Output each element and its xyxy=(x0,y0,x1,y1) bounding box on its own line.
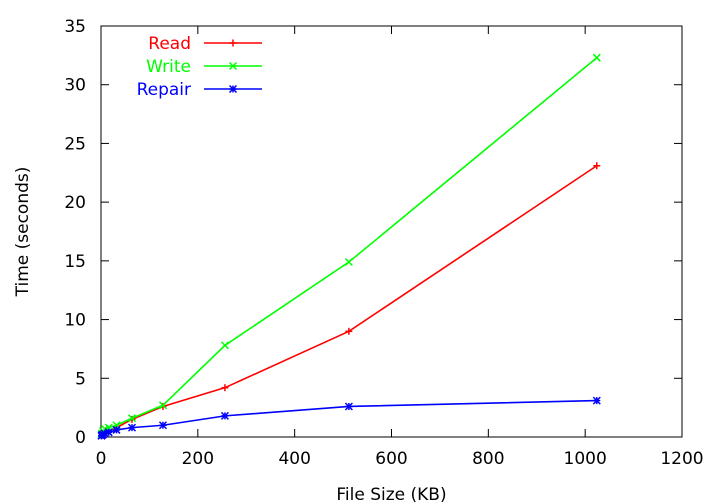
read-series-line xyxy=(100,165,598,437)
x-tick-label: 800 xyxy=(472,449,504,469)
series-repair xyxy=(97,396,601,440)
y-tick-label: 5 xyxy=(75,369,86,389)
y-tick-label: 10 xyxy=(64,311,86,331)
x-tick-label: 600 xyxy=(375,449,407,469)
legend-item-read: Read xyxy=(148,34,262,54)
repair-data-point xyxy=(220,411,229,420)
read-data-point xyxy=(221,384,229,392)
x-tick-label: 0 xyxy=(96,449,107,469)
write-series-line xyxy=(100,57,598,435)
x-tick-label: 200 xyxy=(182,449,214,469)
y-tick-label: 0 xyxy=(75,428,86,448)
x-tick-label: 1000 xyxy=(564,449,607,469)
repair-data-point xyxy=(592,396,601,405)
axis-ticks: 0 200 400 600 800 1000 1200 0 5 10 15 20 25 30 35 xyxy=(64,17,703,469)
write-data-point xyxy=(127,414,137,423)
y-tick-label: 35 xyxy=(64,17,86,37)
write-data-point xyxy=(592,53,601,62)
x-tick-label: 400 xyxy=(278,449,310,469)
repair-data-point xyxy=(344,402,353,411)
write-data-point xyxy=(220,341,229,350)
legend-item-write: Write xyxy=(146,57,262,77)
legend-label-read: Read xyxy=(148,34,191,54)
legend-item-repair: Repair xyxy=(137,80,262,100)
x-tick-label: 1200 xyxy=(660,449,703,469)
y-tick-label: 25 xyxy=(64,134,86,154)
write-data-point xyxy=(344,258,353,267)
repair-data-point xyxy=(127,423,137,432)
series-layer xyxy=(97,53,601,440)
write-data-point xyxy=(158,401,168,410)
repair-data-point xyxy=(112,425,121,434)
legend-label-write: Write xyxy=(146,57,191,77)
legend-marker-read xyxy=(229,39,237,47)
y-axis-label: Time (seconds) xyxy=(13,167,33,298)
y-tick-label: 30 xyxy=(64,76,86,96)
x-axis-label: File Size (KB) xyxy=(336,485,446,504)
legend-marker-repair xyxy=(228,84,238,94)
legend-marker-write xyxy=(228,61,238,71)
read-data-point xyxy=(345,327,353,335)
repair-data-point xyxy=(158,421,168,430)
series-write xyxy=(97,53,601,439)
repair-data-point xyxy=(104,428,113,437)
legend: Read Write Repair xyxy=(137,34,262,100)
legend-label-repair: Repair xyxy=(137,80,191,100)
y-tick-label: 15 xyxy=(64,252,86,272)
series-read xyxy=(97,162,601,440)
y-tick-label: 20 xyxy=(64,193,86,213)
read-data-point xyxy=(593,162,601,170)
